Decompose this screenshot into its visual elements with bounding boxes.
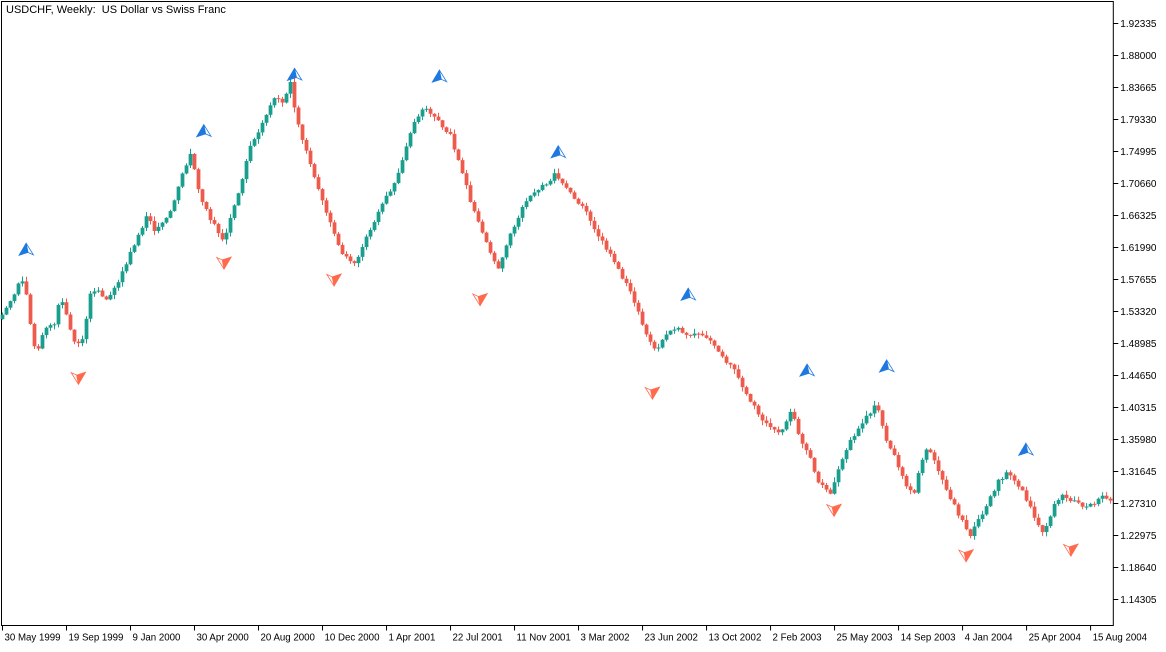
svg-text:19 Sep 1999: 19 Sep 1999 bbox=[69, 633, 124, 644]
svg-text:1.44650: 1.44650 bbox=[1120, 371, 1157, 382]
svg-text:1.88000: 1.88000 bbox=[1120, 51, 1157, 62]
svg-text:1.83665: 1.83665 bbox=[1120, 83, 1157, 94]
svg-text:1.14305: 1.14305 bbox=[1120, 595, 1157, 606]
svg-text:1.48985: 1.48985 bbox=[1120, 339, 1157, 350]
svg-text:1.40315: 1.40315 bbox=[1120, 403, 1157, 414]
svg-text:1.66325: 1.66325 bbox=[1120, 211, 1157, 222]
svg-text:22 Jul 2001: 22 Jul 2001 bbox=[453, 633, 503, 644]
svg-text:14 Sep 2003: 14 Sep 2003 bbox=[901, 633, 956, 644]
svg-text:3 Mar 2002: 3 Mar 2002 bbox=[581, 633, 630, 644]
svg-text:30 May 1999: 30 May 1999 bbox=[5, 633, 61, 644]
svg-text:1.61990: 1.61990 bbox=[1120, 243, 1157, 254]
svg-text:1.53320: 1.53320 bbox=[1120, 307, 1157, 318]
svg-text:1.79330: 1.79330 bbox=[1120, 115, 1157, 126]
svg-text:23 Jun 2002: 23 Jun 2002 bbox=[645, 633, 698, 644]
svg-text:1 Apr 2001: 1 Apr 2001 bbox=[389, 633, 436, 644]
svg-text:13 Oct 2002: 13 Oct 2002 bbox=[709, 633, 762, 644]
svg-text:9 Jan 2000: 9 Jan 2000 bbox=[133, 633, 182, 644]
svg-text:25 Apr 2004: 25 Apr 2004 bbox=[1029, 633, 1082, 644]
svg-text:15 Aug 2004: 15 Aug 2004 bbox=[1093, 633, 1148, 644]
svg-text:25 May 2003: 25 May 2003 bbox=[837, 633, 893, 644]
svg-text:4 Jan 2004: 4 Jan 2004 bbox=[965, 633, 1014, 644]
svg-text:1.27310: 1.27310 bbox=[1120, 499, 1157, 510]
svg-text:1.70660: 1.70660 bbox=[1120, 179, 1157, 190]
svg-text:11 Nov 2001: 11 Nov 2001 bbox=[517, 633, 571, 644]
svg-text:1.31645: 1.31645 bbox=[1120, 467, 1157, 478]
svg-text:1.22975: 1.22975 bbox=[1120, 531, 1157, 542]
svg-text:1.57655: 1.57655 bbox=[1120, 275, 1157, 286]
svg-text:1.74995: 1.74995 bbox=[1120, 147, 1157, 158]
svg-text:20 Aug 2000: 20 Aug 2000 bbox=[261, 633, 316, 644]
svg-text:1.92335: 1.92335 bbox=[1120, 19, 1157, 30]
svg-text:1.18640: 1.18640 bbox=[1120, 563, 1157, 574]
svg-text:30 Apr 2000: 30 Apr 2000 bbox=[197, 633, 250, 644]
svg-text:2 Feb 2003: 2 Feb 2003 bbox=[773, 633, 822, 644]
svg-text:10 Dec 2000: 10 Dec 2000 bbox=[325, 633, 381, 644]
svg-text:1.35980: 1.35980 bbox=[1120, 435, 1157, 446]
